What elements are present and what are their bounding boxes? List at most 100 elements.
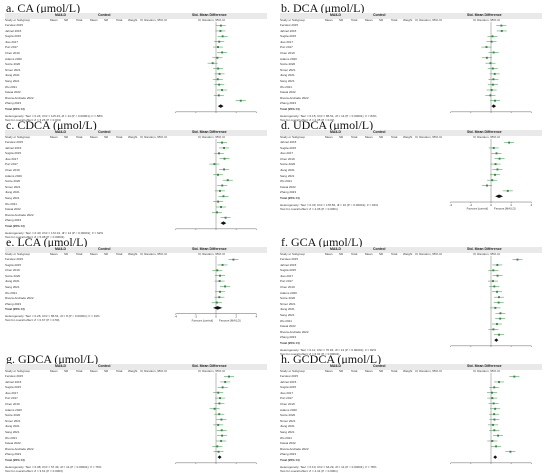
effect-marker (218, 296, 220, 298)
effect-marker (218, 152, 220, 154)
column-header: SD (379, 135, 383, 139)
pooled-diamond (495, 195, 503, 198)
x-tick-label: 4 (255, 315, 257, 319)
effect-marker (492, 68, 494, 70)
effect-marker (224, 158, 226, 160)
effect-marker (219, 190, 221, 192)
effect-marker (216, 269, 218, 271)
group-label-control: Control (98, 247, 110, 251)
smd-header: Std. Mean Difference (192, 13, 227, 17)
effect-marker (218, 84, 220, 86)
group-label-control: Control (98, 13, 110, 17)
column-header: Mean (325, 135, 333, 139)
column-header: IV, Random, 95% CI (140, 252, 167, 256)
x-tick-label: -4 (174, 315, 177, 319)
effect-marker (216, 57, 218, 59)
effect-marker (490, 62, 492, 64)
effect-marker (496, 264, 498, 266)
column-header: Weight (128, 18, 137, 22)
column-header: Total (116, 252, 122, 256)
effect-marker (496, 291, 498, 293)
column-header: SD (64, 252, 68, 256)
effect-marker (492, 280, 494, 282)
column-header: Mean (325, 18, 333, 22)
pooled-diamond (494, 338, 498, 341)
effect-marker (486, 185, 488, 187)
column-header: SD (379, 18, 383, 22)
column-header: Weight (128, 135, 137, 139)
column-header: Total (391, 18, 397, 22)
effect-marker (212, 62, 214, 64)
effect-marker (222, 386, 224, 388)
column-header: SD (64, 135, 68, 139)
effect-marker (227, 179, 229, 181)
column-header: SD (339, 135, 343, 139)
total-row: Total (95% CI) (280, 196, 440, 202)
column-header: Mean (50, 18, 58, 22)
column-header: IV, Random, 95% CI (415, 252, 442, 256)
effect-marker (493, 285, 495, 287)
effect-marker (225, 217, 227, 219)
effect-marker (214, 408, 216, 410)
column-header: Study or Subgroup (5, 252, 30, 256)
effect-marker (498, 296, 500, 298)
effect-marker (221, 429, 223, 431)
effect-marker (497, 275, 499, 277)
effect-marker (217, 68, 219, 70)
column-header: Total (116, 135, 122, 139)
column-header: Weight (403, 252, 412, 256)
column-header: Total (76, 252, 82, 256)
effect-marker (240, 100, 242, 102)
group-label-control: Control (98, 130, 110, 134)
effect-marker (222, 195, 224, 197)
smd-header: Std. Mean Difference (467, 130, 502, 134)
effect-marker (496, 168, 498, 170)
x-tick-label: -4 (449, 203, 452, 207)
effect-marker (495, 163, 497, 165)
column-header: Weight (403, 18, 412, 22)
effect-marker (219, 30, 221, 32)
total-label: Total (95% CI) (280, 341, 300, 347)
group-label-control: Control (373, 364, 385, 368)
overall-effect-text: Test for overall effect: Z = 0.67 (P = 0… (5, 318, 59, 322)
group-label-control: Control (373, 13, 385, 17)
effect-marker (491, 392, 493, 394)
effect-marker (492, 78, 494, 80)
column-header: Total (76, 18, 82, 22)
column-header: Study or Subgroup (280, 18, 305, 22)
column-header: Weight (403, 135, 412, 139)
effect-marker (224, 381, 226, 383)
effect-marker (217, 46, 219, 48)
effect-marker (491, 440, 493, 442)
total-row: Total (95% CI) (5, 107, 165, 113)
effect-marker (228, 376, 230, 378)
total-label: Total (95% CI) (280, 107, 300, 113)
effect-marker (217, 424, 219, 426)
column-header: Mean (50, 252, 58, 256)
effect-marker (221, 51, 223, 53)
total-row: Total (95% CI) (5, 307, 165, 313)
group-label-maild: MAILD (330, 364, 341, 368)
favours-control-label: Favours [control] (192, 318, 214, 322)
effect-marker (218, 451, 220, 453)
total-label: Total (95% CI) (5, 458, 25, 464)
effect-marker (501, 30, 503, 32)
effect-marker (492, 328, 494, 330)
effect-marker (486, 46, 488, 48)
column-header: SD (64, 369, 68, 373)
effect-marker (232, 259, 234, 261)
effect-marker (493, 402, 495, 404)
column-header: Weight (403, 369, 412, 373)
group-label-control: Control (98, 364, 110, 368)
column-header: Total (351, 135, 357, 139)
total-row: Total (95% CI) (5, 458, 165, 464)
